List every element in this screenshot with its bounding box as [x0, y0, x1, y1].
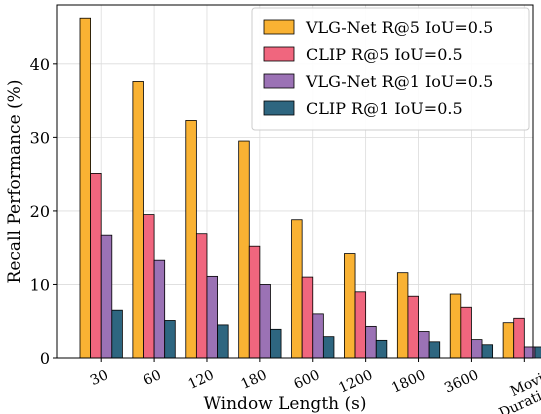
x-tick-label-line: 3600 — [442, 367, 481, 397]
legend-label: CLIP R@1 IoU=0.5 — [306, 99, 463, 118]
bar-1-5 — [291, 219, 303, 359]
y-tick-label: 40 — [30, 55, 50, 74]
legend-swatch — [263, 100, 295, 116]
bar-3-2 — [153, 259, 166, 359]
bar-3-7 — [418, 331, 430, 359]
bar-3-8 — [471, 339, 483, 359]
bar-2-8 — [460, 306, 472, 359]
bar-2-3 — [195, 233, 208, 359]
bars — [79, 17, 541, 359]
x-tick-label: 180 — [239, 367, 270, 393]
bar-3-1 — [100, 234, 113, 359]
bar-1-8 — [449, 293, 462, 359]
plot-frame — [56, 4, 534, 359]
bar-3-6 — [365, 325, 377, 359]
legend-swatch — [263, 73, 295, 89]
bar-1-4 — [238, 140, 250, 359]
bar-4-8 — [481, 344, 494, 359]
bar-4-7 — [428, 341, 441, 359]
bar-4-6 — [375, 339, 388, 359]
legend-swatch — [263, 46, 295, 62]
y-axis-label: Recall Performance (%) — [5, 80, 25, 284]
x-axis-label: Window Length (s) — [204, 394, 367, 414]
x-tick-label-line: 1800 — [389, 367, 428, 397]
x-tick-label: 1200 — [336, 367, 375, 397]
bar-4-9 — [534, 346, 541, 359]
x-tick-label-line: 30 — [88, 367, 111, 389]
x-tick-label: 60 — [141, 367, 164, 389]
bar-4-5 — [322, 336, 335, 359]
x-tick-label: MovieDuration — [490, 367, 541, 414]
bar-3-3 — [206, 275, 218, 359]
bar-3-4 — [259, 284, 271, 359]
x-tick-label-line: 180 — [239, 367, 270, 393]
bar-2-7 — [407, 295, 419, 359]
legend-box — [251, 7, 530, 131]
x-tick-label-line: 600 — [291, 367, 322, 393]
bar-1-3 — [185, 120, 197, 359]
y-tick-label: 20 — [30, 202, 50, 221]
bar-1-6 — [344, 253, 356, 359]
bar-4-2 — [164, 320, 176, 359]
x-tick-label: 120 — [186, 367, 217, 393]
legend: VLG-Net R@5 IoU=0.5 CLIP R@5 IoU=0.5 VLG-N… — [251, 7, 530, 131]
y-tick-label: 30 — [30, 128, 50, 147]
bar-2-5 — [301, 276, 314, 359]
legend-swatch — [263, 19, 295, 35]
legend-label: VLG-Net R@5 IoU=0.5 — [305, 18, 493, 37]
bar-2-2 — [143, 214, 155, 359]
bar-2-4 — [248, 245, 261, 359]
y-tick-label: 10 — [30, 275, 50, 294]
x-tick-label-line: 60 — [141, 367, 164, 389]
x-tick-label: 600 — [291, 367, 322, 393]
bar-4-4 — [270, 328, 282, 359]
bar-2-6 — [354, 291, 367, 359]
x-tick-label: 30 — [88, 367, 111, 389]
bar-1-2 — [132, 81, 144, 359]
bar-3-5 — [312, 313, 324, 359]
bar-1-1 — [79, 17, 92, 359]
bar-4-3 — [217, 324, 229, 359]
legend-label: VLG-Net R@1 IoU=0.5 — [305, 72, 493, 91]
x-tick-label: 1800 — [389, 367, 428, 397]
bar-4-1 — [111, 309, 123, 359]
x-tick-label: 3600 — [442, 367, 481, 397]
x-tick-label-line: 1200 — [336, 367, 375, 397]
legend-label: CLIP R@5 IoU=0.5 — [306, 45, 463, 64]
y-tick-label: 0 — [40, 349, 50, 368]
x-tick-label-line: 120 — [186, 367, 217, 393]
bar-1-7 — [396, 272, 409, 359]
bar-2-9 — [513, 317, 525, 359]
bar-1-9 — [502, 322, 515, 359]
y-axis: 0 10 20 30 40 — [30, 55, 57, 368]
bar-2-1 — [90, 173, 102, 359]
